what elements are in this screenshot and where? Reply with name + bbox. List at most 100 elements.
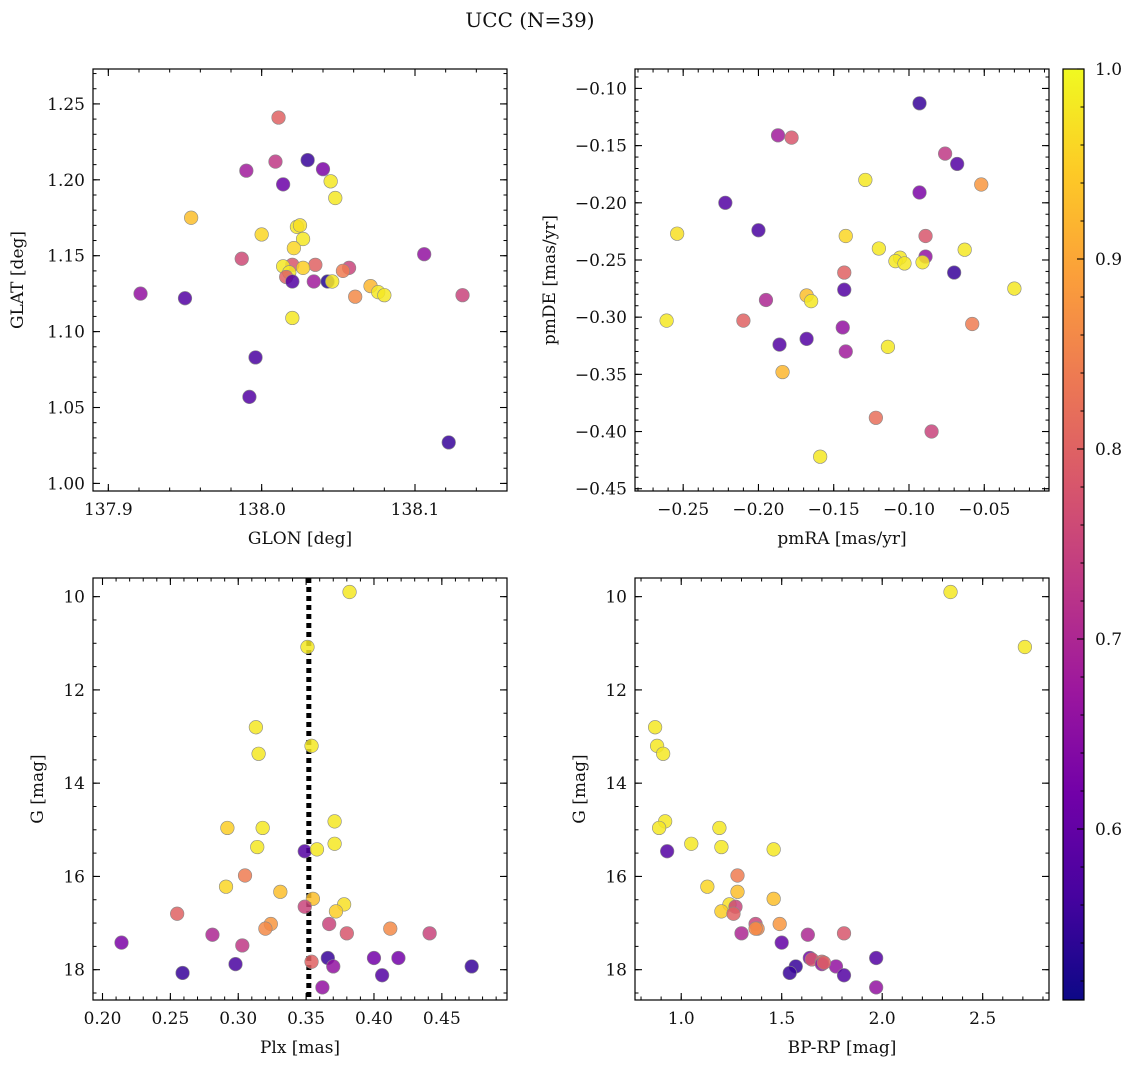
data-point (328, 190, 343, 206)
data-point (656, 746, 671, 761)
x-axis-label: BP-RP [mag] (788, 1038, 897, 1058)
y-axis-label: G [mag] (570, 754, 590, 823)
data-point (912, 96, 927, 111)
x-tick-label: 0.45 (423, 1009, 461, 1029)
data-point (220, 820, 235, 836)
data-point (417, 247, 432, 262)
data-point (659, 313, 674, 328)
points-layer (133, 110, 470, 450)
y-tick-label: 1.25 (47, 95, 85, 115)
data-point (114, 935, 129, 950)
data-point (325, 274, 340, 289)
points-layer (114, 578, 479, 1000)
data-point (868, 410, 883, 425)
data-point (309, 842, 325, 857)
data-point (838, 344, 853, 359)
data-point (804, 294, 819, 309)
data-point (837, 282, 852, 297)
x-tick-label: 0.20 (84, 1009, 122, 1029)
data-point (880, 339, 896, 355)
data-point (684, 836, 699, 851)
y-tick-label: −0.20 (575, 194, 627, 214)
data-point (248, 720, 263, 735)
data-point (455, 288, 470, 303)
panel-lonlat: 137.9 138.0 138.1 1.00 1.05 1.10 1.15 1.20 1.25 G… (8, 68, 508, 549)
data-point (714, 839, 729, 855)
x-tick-label: 0.25 (151, 1009, 189, 1029)
panel-plx: 0.20 0.25 0.30 0.35 0.40 0.45 10 12 14 16 18 Plx [m… (28, 577, 508, 1058)
data-point (766, 891, 781, 906)
colorbar-tick-label: 0.9 (1095, 250, 1122, 270)
axes-frame (92, 68, 508, 492)
data-point (758, 292, 774, 308)
y-tick-label: −0.35 (575, 365, 627, 385)
data-point (273, 884, 288, 899)
data-point (250, 839, 265, 855)
x-tick-label: 2.0 (869, 1009, 896, 1029)
y-tick-label: 1.05 (47, 399, 85, 419)
data-point (234, 251, 249, 266)
data-point (297, 899, 312, 914)
y-tick-label: −0.30 (575, 308, 627, 328)
data-point (239, 163, 254, 178)
data-point (235, 938, 250, 953)
colorbar-tick-label: 0.7 (1095, 630, 1122, 650)
data-point (366, 950, 382, 966)
data-point (326, 959, 341, 974)
data-point (938, 146, 953, 161)
y-tick-label: 1.20 (47, 171, 85, 191)
x-tick-label: 0.40 (355, 1009, 393, 1029)
data-point (816, 955, 832, 970)
y-tick-label: −0.45 (575, 480, 627, 500)
data-point (315, 162, 331, 177)
data-point (924, 424, 939, 439)
data-point (184, 210, 199, 225)
data-point (268, 154, 283, 169)
data-point (836, 926, 852, 941)
y-tick-label: 12 (605, 681, 627, 701)
data-point (947, 265, 962, 280)
data-point (647, 720, 663, 735)
data-point (775, 364, 790, 380)
data-point (784, 130, 799, 145)
data-point (912, 185, 927, 200)
data-point (915, 255, 930, 270)
data-point (276, 177, 291, 192)
data-point (295, 231, 311, 247)
data-point (957, 242, 972, 257)
y-tick-label: 14 (605, 774, 627, 794)
data-point (858, 172, 873, 188)
data-point (327, 836, 342, 851)
colorbar: 0.6 0.7 0.8 0.9 1.0 (1062, 60, 1122, 1001)
data-point (175, 965, 190, 981)
data-point (308, 257, 323, 272)
data-point (965, 316, 980, 332)
data-point (736, 313, 751, 328)
data-point (800, 927, 815, 942)
data-point (295, 260, 311, 275)
y-tick-label: 1.10 (47, 323, 85, 343)
data-point (218, 879, 234, 894)
data-point (943, 584, 958, 600)
x-tick-label: 1.0 (668, 1009, 695, 1029)
data-point (271, 110, 286, 125)
y-tick-label: −0.10 (575, 79, 627, 99)
y-tick-label: 18 (63, 961, 85, 981)
y-tick-label: 10 (605, 588, 627, 608)
data-point (328, 904, 344, 919)
data-point (838, 228, 853, 244)
data-point (292, 218, 308, 233)
data-point (799, 331, 814, 346)
data-point (170, 906, 185, 921)
data-point (254, 227, 269, 242)
data-point (375, 968, 390, 983)
data-point (383, 921, 398, 936)
data-point (734, 926, 749, 941)
data-point (205, 927, 220, 942)
data-point (700, 879, 715, 894)
data-point (315, 980, 330, 995)
data-point (712, 820, 727, 836)
y-axis-label: G [mag] (28, 754, 48, 823)
data-point (660, 844, 675, 859)
